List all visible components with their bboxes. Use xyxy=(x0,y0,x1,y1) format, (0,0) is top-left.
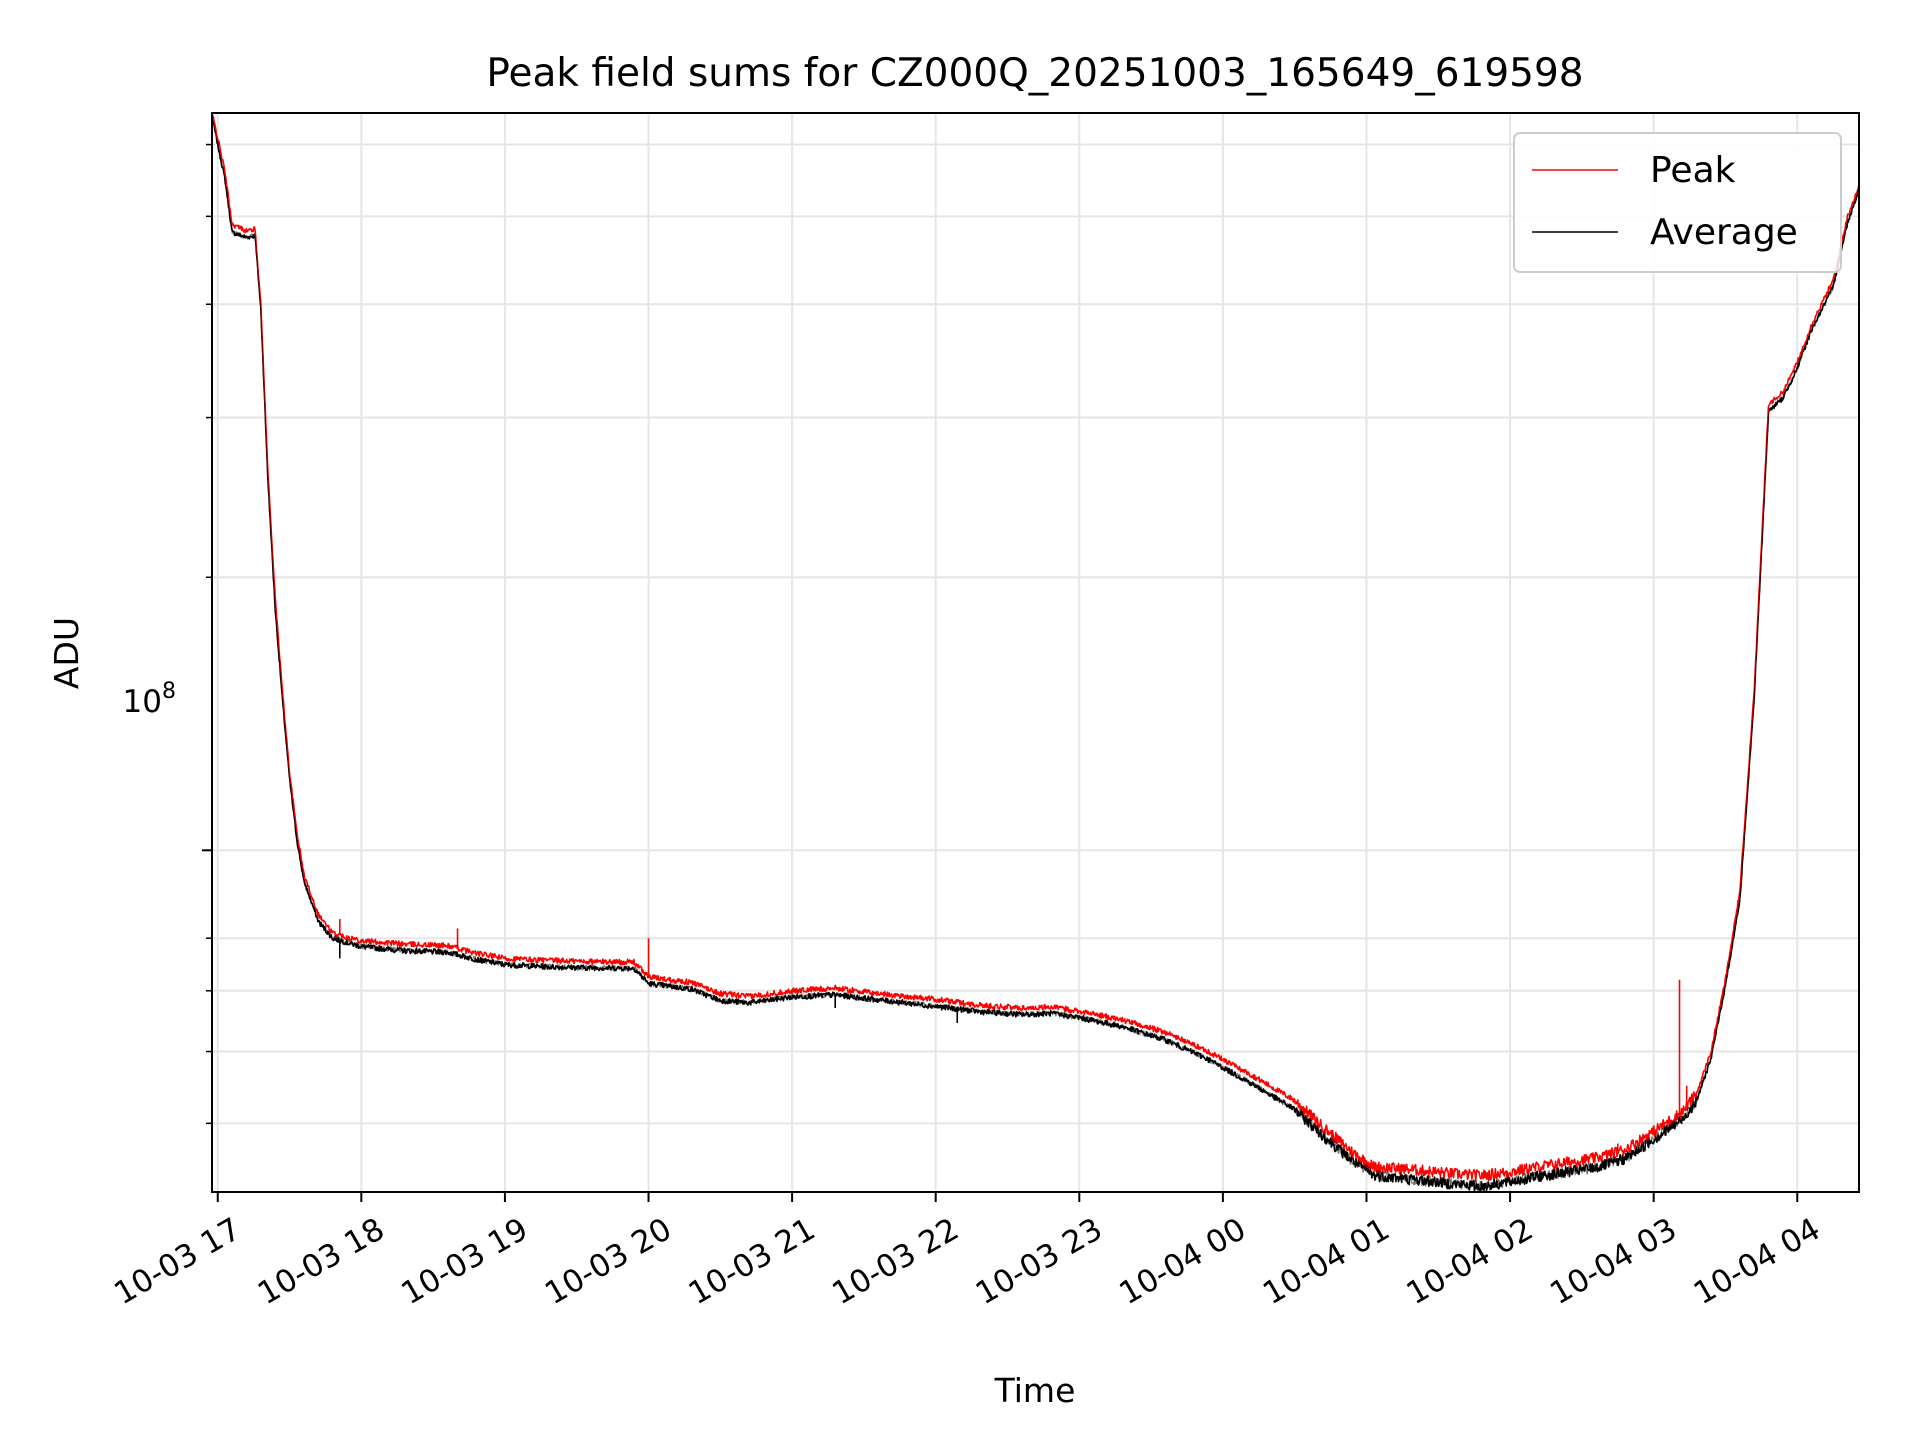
y-axis-ticks xyxy=(202,143,212,1125)
legend-box xyxy=(1513,132,1842,273)
grid xyxy=(212,113,1859,1192)
plot-frame xyxy=(211,112,1860,1193)
legend-peak-label: Peak xyxy=(1650,150,1736,191)
y-tick-base: 10 xyxy=(123,684,162,720)
plot-series xyxy=(212,113,1859,1192)
x-axis-label: Time xyxy=(994,1371,1076,1410)
legend-average-label: Average xyxy=(1650,212,1798,253)
y-axis-label: ADU xyxy=(47,617,86,689)
y-tick-exponent: 8 xyxy=(162,679,176,704)
chart-title: Peak field sums for CZ000Q_20251003_1656… xyxy=(486,51,1583,96)
series-peak-line xyxy=(212,113,1859,1182)
y-tick-label-1e8: 108 xyxy=(123,679,176,720)
legend: Peak Average xyxy=(1513,132,1842,273)
series-average-line xyxy=(212,115,1859,1192)
